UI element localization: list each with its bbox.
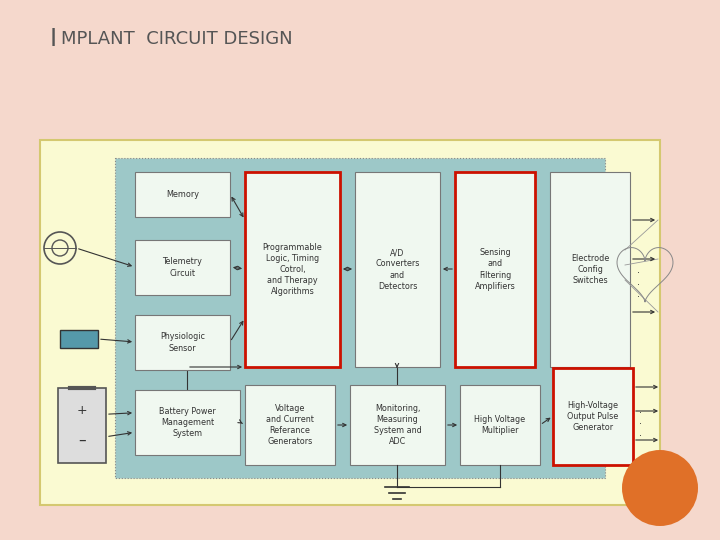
Text: Memory: Memory bbox=[166, 190, 199, 199]
Text: Programmable
Logic, Timing
Cotrol,
and Therapy
Algorithms: Programmable Logic, Timing Cotrol, and T… bbox=[263, 243, 323, 296]
Text: +: + bbox=[77, 404, 87, 417]
Bar bbox=[355, 172, 440, 367]
Text: MPLANT  CIRCUIT DESIGN: MPLANT CIRCUIT DESIGN bbox=[61, 30, 292, 48]
Text: I: I bbox=[50, 27, 57, 51]
Bar bbox=[60, 330, 98, 348]
Text: ·
·
·: · · · bbox=[636, 268, 639, 302]
Bar bbox=[550, 172, 630, 367]
Text: Telemetry
Circuit: Telemetry Circuit bbox=[163, 258, 202, 278]
Text: A/D
Converters
and
Detectors: A/D Converters and Detectors bbox=[375, 248, 420, 291]
Text: Battery Power
Management
System: Battery Power Management System bbox=[159, 407, 216, 438]
Bar bbox=[135, 315, 230, 370]
Bar bbox=[115, 158, 605, 478]
Text: Voltage
and Current
Referance
Generators: Voltage and Current Referance Generators bbox=[266, 404, 314, 446]
Text: Sensing
and
Filtering
Amplifiers: Sensing and Filtering Amplifiers bbox=[474, 248, 516, 291]
Text: Monitoring,
Measuring
System and
ADC: Monitoring, Measuring System and ADC bbox=[374, 404, 421, 446]
Bar bbox=[135, 172, 230, 217]
Circle shape bbox=[622, 450, 698, 526]
Text: –: – bbox=[78, 433, 86, 448]
Bar bbox=[58, 388, 106, 463]
Text: ·
·
·: · · · bbox=[639, 408, 642, 441]
Bar bbox=[40, 140, 660, 505]
Bar bbox=[350, 385, 445, 465]
Text: High Voltage
Multiplier: High Voltage Multiplier bbox=[474, 415, 526, 435]
Text: Physiologic
Sensor: Physiologic Sensor bbox=[160, 333, 205, 353]
Bar bbox=[245, 172, 340, 367]
Bar bbox=[135, 240, 230, 295]
Bar bbox=[245, 385, 335, 465]
Text: Electrode
Config
Switches: Electrode Config Switches bbox=[571, 254, 609, 285]
Bar bbox=[460, 385, 540, 465]
Bar bbox=[553, 368, 633, 465]
Bar bbox=[455, 172, 535, 367]
Bar bbox=[135, 390, 240, 455]
Text: High-Voltage
Output Pulse
Generator: High-Voltage Output Pulse Generator bbox=[567, 401, 618, 432]
